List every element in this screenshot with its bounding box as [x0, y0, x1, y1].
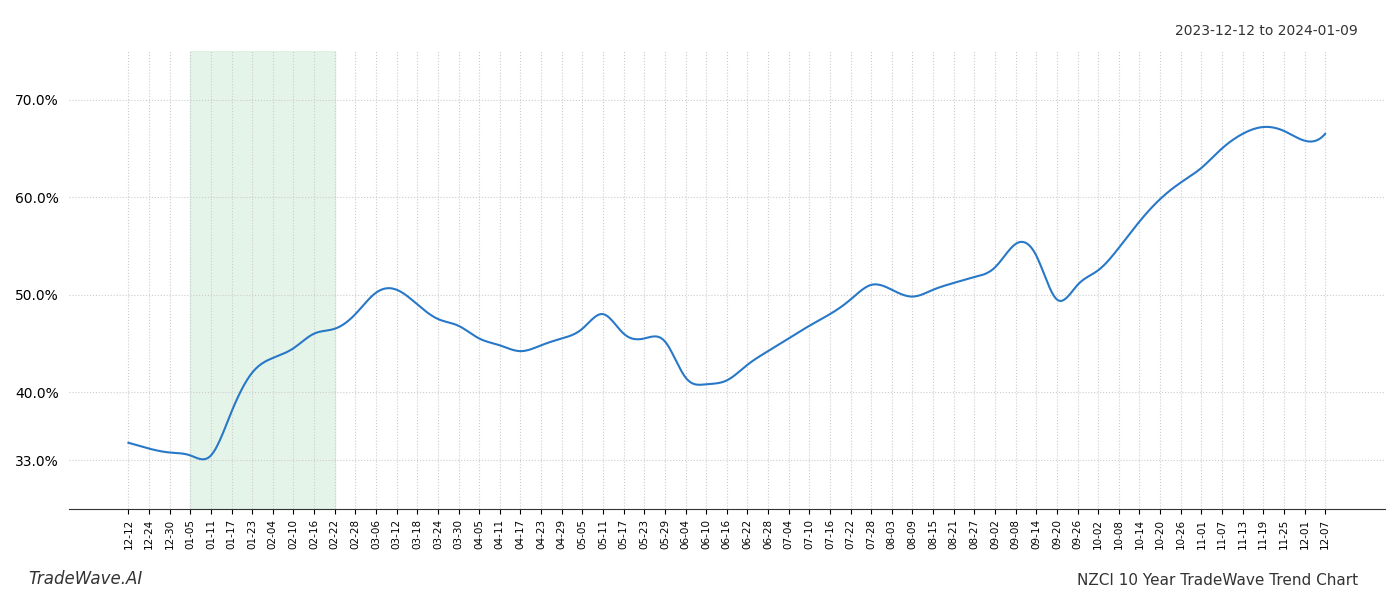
- Bar: [190, 51, 335, 509]
- Text: NZCI 10 Year TradeWave Trend Chart: NZCI 10 Year TradeWave Trend Chart: [1077, 573, 1358, 588]
- Text: 2023-12-12 to 2024-01-09: 2023-12-12 to 2024-01-09: [1175, 24, 1358, 38]
- Text: TradeWave.AI: TradeWave.AI: [28, 570, 143, 588]
